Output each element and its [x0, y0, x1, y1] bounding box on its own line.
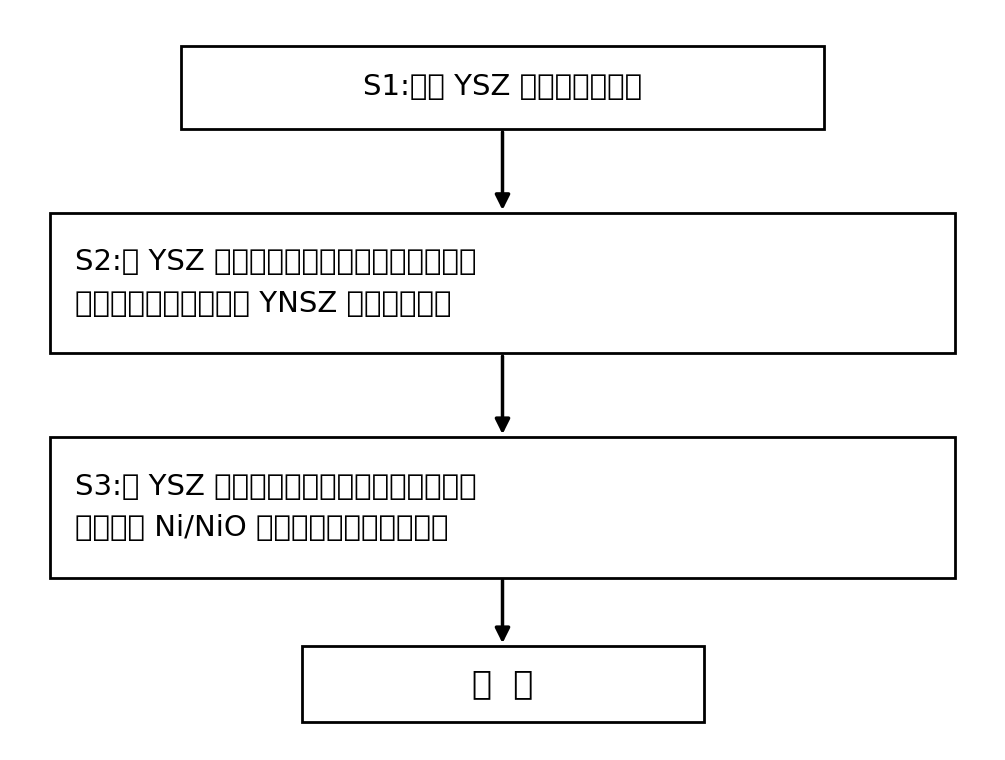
FancyBboxPatch shape: [181, 46, 824, 129]
Text: 完  成: 完 成: [472, 667, 533, 701]
FancyBboxPatch shape: [302, 646, 704, 722]
FancyBboxPatch shape: [50, 437, 955, 578]
Text: S1:制备 YSZ 固体电解质层。: S1:制备 YSZ 固体电解质层。: [363, 74, 642, 101]
FancyBboxPatch shape: [50, 213, 955, 353]
Text: S3:对 YSZ 固体电解质层另一侧冷气动力喷涂
技术喷涂 Ni/NiO 混合物制得参比电极层。: S3:对 YSZ 固体电解质层另一侧冷气动力喷涂 技术喷涂 Ni/NiO 混合物…: [75, 473, 477, 542]
Text: S2:对 YSZ 固体电解质层一侧采用高温表面氮
化法原位氮化生成一层 YNSZ 辅助电极层。: S2:对 YSZ 固体电解质层一侧采用高温表面氮 化法原位氮化生成一层 YNSZ…: [75, 249, 477, 318]
